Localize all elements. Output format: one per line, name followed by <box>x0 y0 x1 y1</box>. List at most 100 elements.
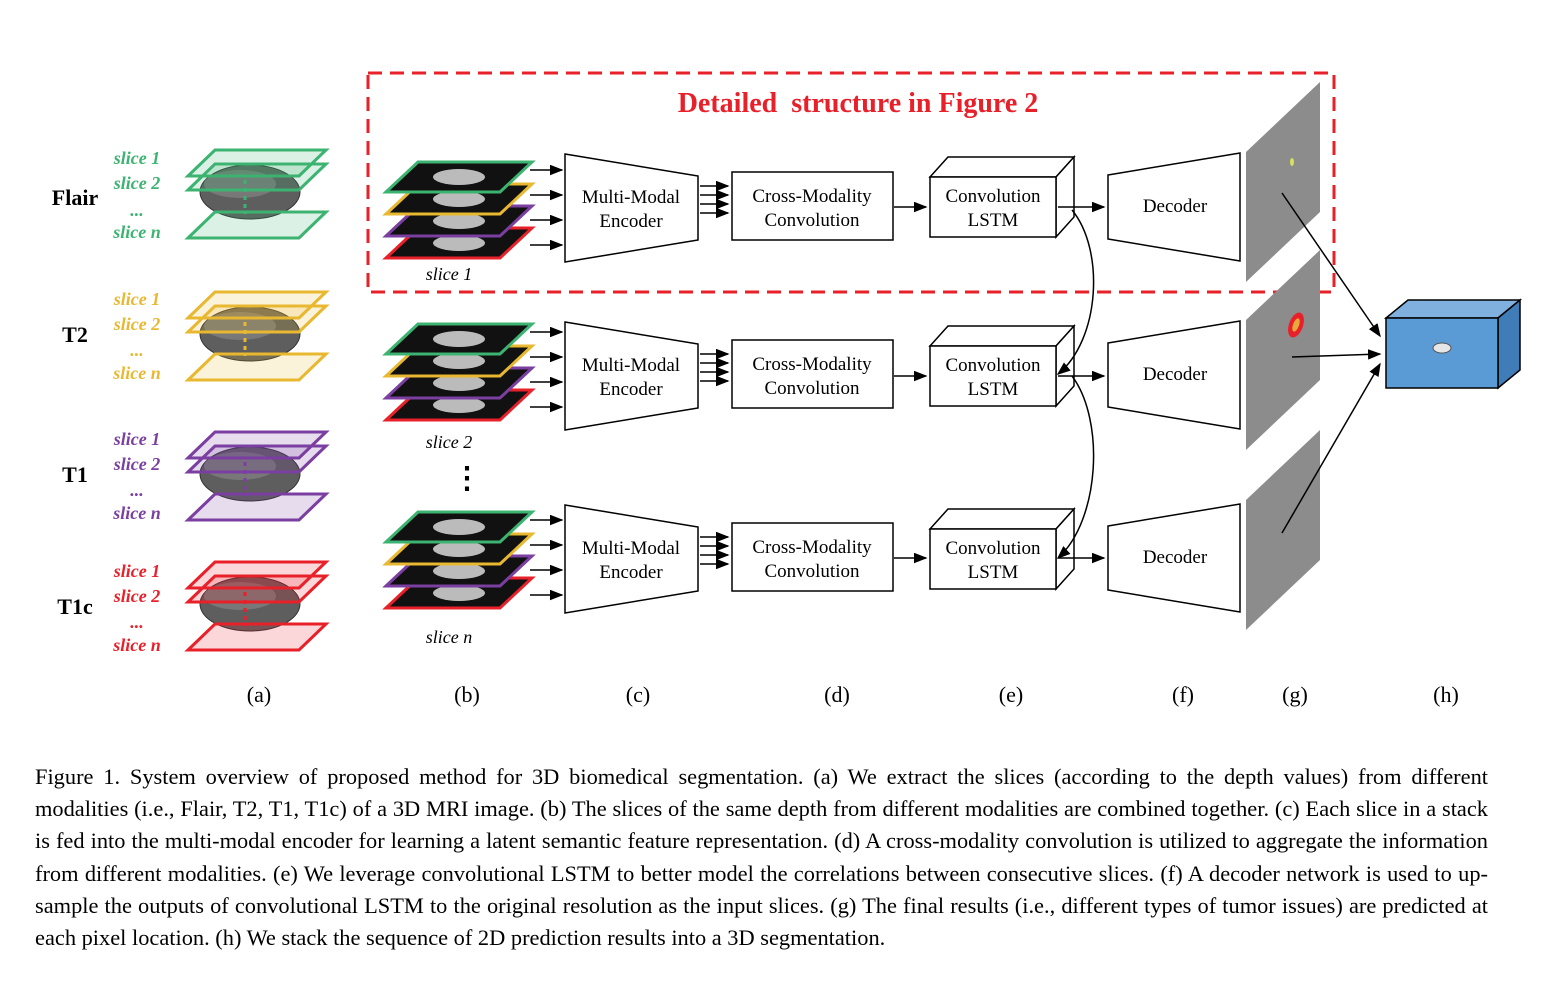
modality-slice-label: ... <box>130 340 144 360</box>
prediction-plane <box>1246 250 1320 450</box>
encoder-block <box>564 153 699 263</box>
modality-group-flair: Flair slice 1 slice 2... slice n <box>52 148 330 242</box>
encoder-label-line2: Encoder <box>599 562 663 583</box>
slice-stacks <box>382 160 564 610</box>
modality-slice-label: ... <box>130 612 144 632</box>
prediction-plane-1 <box>1246 82 1320 282</box>
detail-title: Detailed structure in Figure 2 <box>678 88 1039 119</box>
mri-brain-shape <box>433 191 485 207</box>
mri-brain-shape <box>433 331 485 347</box>
modality-slice-label: slice 2 <box>113 586 161 606</box>
lstm-label-line2: LSTM <box>968 379 1019 400</box>
slice-stack-2 <box>382 322 564 422</box>
prediction-plane <box>1246 82 1320 282</box>
slice-plane <box>184 444 330 474</box>
lstm-block-top <box>928 156 1076 178</box>
slice-plane <box>184 352 330 382</box>
encoder-label-line1: Multi-Modal <box>582 538 680 559</box>
lstm-block-top <box>928 325 1076 347</box>
encoder-label-line1: Multi-Modal <box>582 187 680 208</box>
modality-slice-label: ... <box>130 200 144 220</box>
modality-slice-label: slice 1 <box>113 148 161 168</box>
mri-brain-shape <box>433 397 485 413</box>
modality-slice-label: slice n <box>112 503 161 523</box>
mri-brain-shape <box>433 541 485 557</box>
network-row-3: Multi-Modal Encoder Cross-Modality Convolut… <box>564 503 1241 614</box>
tumor-prediction-inner <box>1292 318 1300 332</box>
system-overview-diagram: Detailed structure in Figure 2 Flair slic… <box>52 71 1523 707</box>
panel-label: (c) <box>626 682 650 707</box>
decoder-label: Decoder <box>1143 364 1208 385</box>
prediction-spot <box>1290 158 1294 166</box>
decoder-block <box>1107 503 1241 613</box>
modality-label-t2: T2 <box>62 322 88 347</box>
modality-slice-label: ... <box>130 480 144 500</box>
network-rows: Multi-Modal Encoder Cross-Modality Convolut… <box>564 152 1241 614</box>
lstm-block-top <box>928 508 1076 530</box>
modality-slice-label: slice n <box>112 635 161 655</box>
arrow-pred1-to-cube <box>1281 192 1381 338</box>
encoder-label-line2: Encoder <box>599 211 663 232</box>
modality-slice-label: slice 1 <box>113 561 161 581</box>
crossmod-conv-block <box>731 339 894 409</box>
lstm-label-line1: Convolution <box>945 538 1041 559</box>
mri-brain-shape <box>433 519 485 535</box>
mri-brain-shape <box>433 585 485 601</box>
modality-group-t2: T2 slice 1 slice 2... slice n <box>62 289 330 383</box>
panel-labels: (a) (b) (c) (d) (e) (f) (g) (h) <box>247 682 1459 707</box>
mri-brain-shape <box>433 563 485 579</box>
crossmod-label-line2: Convolution <box>764 210 860 231</box>
slice-plane <box>184 162 330 192</box>
encoder-label-line2: Encoder <box>599 379 663 400</box>
lstm-label-line2: LSTM <box>968 562 1019 583</box>
crossmod-label-line1: Cross-Modality <box>752 186 872 207</box>
stack-caption-n: slice n <box>426 627 473 647</box>
tumor-blob <box>1432 342 1452 354</box>
panel-label: (a) <box>247 682 271 707</box>
crossmod-label-line2: Convolution <box>764 378 860 399</box>
modality-group-t1c: T1c slice 1 slice 2... slice n <box>57 560 330 655</box>
stack-caption-1: slice 1 <box>426 264 473 284</box>
lstm-block <box>929 528 1057 590</box>
encoder-label-line1: Multi-Modal <box>582 355 680 376</box>
crossmod-label-line2: Convolution <box>764 561 860 582</box>
encoder-block <box>564 504 699 614</box>
slice-plane <box>184 492 330 522</box>
mri-brain-shape <box>433 375 485 391</box>
segmentation-cube <box>1383 298 1523 390</box>
prediction-plane-2 <box>1246 250 1320 450</box>
lstm-recurrent-link-1 <box>1056 209 1095 375</box>
arrow-pred3-to-cube <box>1281 362 1381 534</box>
modality-slice-label: slice 2 <box>113 454 161 474</box>
panel-label: (g) <box>1282 682 1308 707</box>
crossmod-label-line1: Cross-Modality <box>752 537 872 558</box>
decoder-label: Decoder <box>1143 196 1208 217</box>
slice-stack-3 <box>382 510 564 610</box>
modality-label-t1: T1 <box>62 462 88 487</box>
lstm-label-line1: Convolution <box>945 355 1041 376</box>
modality-slice-label: slice 2 <box>113 314 161 334</box>
slice-plane <box>184 210 330 240</box>
modality-slice-label: slice 1 <box>113 289 161 309</box>
slice-plane <box>184 574 330 604</box>
panel-label: (b) <box>454 682 480 707</box>
modality-slice-label: slice 2 <box>113 173 161 193</box>
decoder-block <box>1107 152 1241 262</box>
crossmod-conv-block <box>731 171 894 241</box>
mri-brain-shape <box>433 353 485 369</box>
slice-stack-1 <box>382 160 564 260</box>
modality-slice-label: slice n <box>112 222 161 242</box>
slice-plane <box>184 622 330 652</box>
decoder-label: Decoder <box>1143 547 1208 568</box>
crossmod-label-line1: Cross-Modality <box>752 354 872 375</box>
modality-groups: Flair slice 1 slice 2... slice n T2 slice 1 sl… <box>52 148 330 655</box>
decoder-block <box>1107 320 1241 430</box>
arrow-pred2-to-cube <box>1291 349 1382 360</box>
panel-label: (f) <box>1172 682 1194 707</box>
panel-label: (e) <box>999 682 1023 707</box>
slice-plane <box>184 304 330 334</box>
lstm-recurrent-link-2 <box>1056 375 1095 560</box>
lstm-block <box>929 345 1057 407</box>
figure-caption: Figure 1. System overview of proposed me… <box>35 764 1488 951</box>
panel-label: (h) <box>1433 682 1459 707</box>
